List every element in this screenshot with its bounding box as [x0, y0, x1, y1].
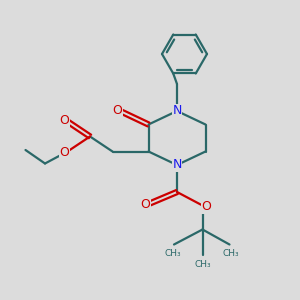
- Text: N: N: [172, 104, 182, 118]
- Text: O: O: [201, 200, 211, 214]
- Text: O: O: [141, 197, 150, 211]
- Text: N: N: [172, 158, 182, 172]
- Text: CH₃: CH₃: [194, 260, 211, 269]
- Text: O: O: [60, 146, 69, 160]
- Text: O: O: [60, 113, 69, 127]
- Text: CH₃: CH₃: [164, 249, 181, 258]
- Text: CH₃: CH₃: [223, 249, 239, 258]
- Text: O: O: [112, 104, 122, 118]
